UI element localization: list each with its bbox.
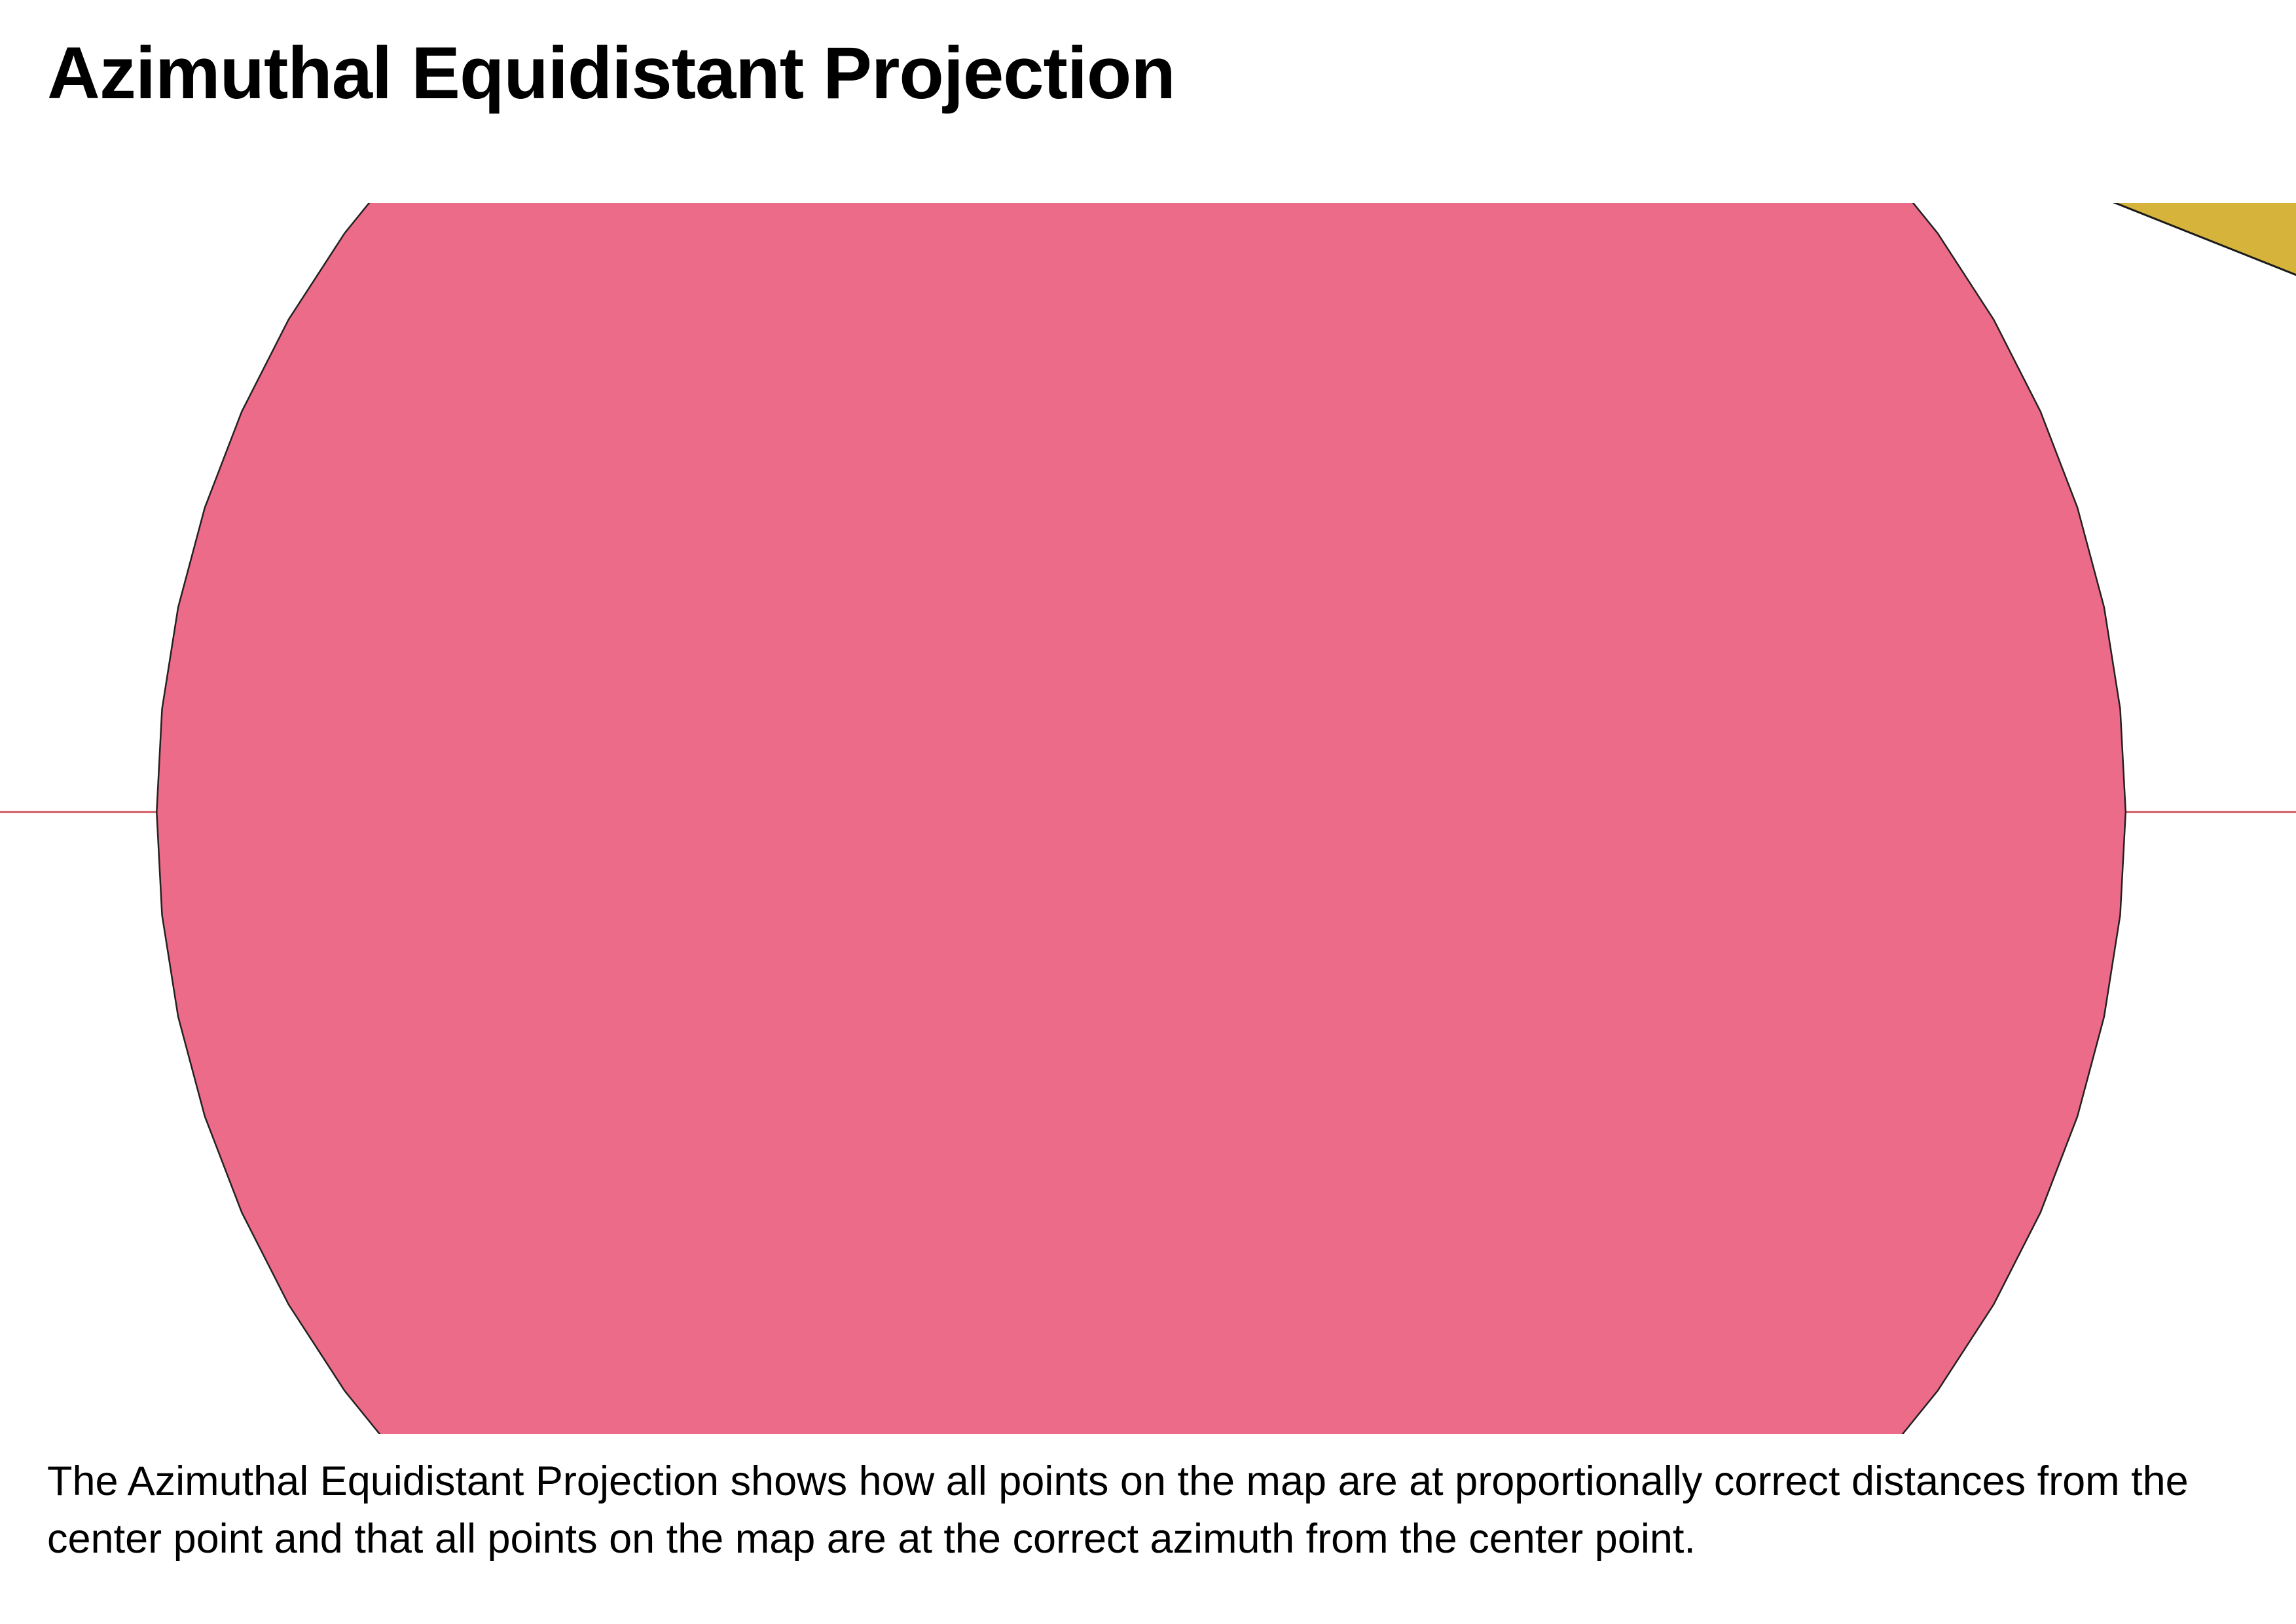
page-title: Azimuthal Equidistant Projection [47,32,1176,114]
land-masses [2112,203,2296,276]
projection-map [0,203,2296,1434]
map-figure [0,203,2296,1434]
tissot-indicatrices [156,203,2127,1434]
tissot-indicatrix [156,203,2127,1434]
caption-text: The Azimuthal Equidistant Projection sho… [47,1458,2189,1562]
africa-landmass [2112,203,2296,276]
